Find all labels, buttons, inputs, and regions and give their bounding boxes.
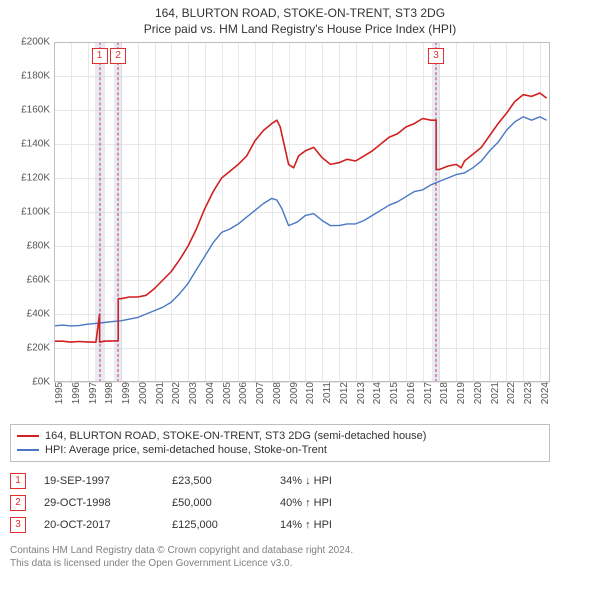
legend-row: HPI: Average price, semi-detached house,…	[17, 443, 543, 457]
event-row-date: 19-SEP-1997	[44, 475, 154, 487]
x-tick-label: 1999	[117, 382, 132, 404]
event-row-price: £23,500	[172, 475, 262, 487]
plot-area: £0K£20K£40K£60K£80K£100K£120K£140K£160K£…	[54, 42, 550, 382]
event-row-num: 2	[10, 495, 26, 511]
legend-label: 164, BLURTON ROAD, STOKE-ON-TRENT, ST3 2…	[45, 430, 426, 442]
event-row: 2 29-OCT-1998 £50,000 40% ↑ HPI	[10, 492, 550, 514]
event-row-date: 20-OCT-2017	[44, 519, 154, 531]
event-row-hpi: 40% ↑ HPI	[280, 497, 332, 509]
x-tick-label: 2004	[201, 382, 216, 404]
y-tick-label: £140K	[21, 139, 54, 150]
legend: 164, BLURTON ROAD, STOKE-ON-TRENT, ST3 2…	[10, 424, 550, 462]
legend-row: 164, BLURTON ROAD, STOKE-ON-TRENT, ST3 2…	[17, 429, 543, 443]
x-tick-label: 2001	[151, 382, 166, 404]
x-tick-label: 2019	[452, 382, 467, 404]
x-tick-label: 2000	[134, 382, 149, 404]
event-row-hpi: 34% ↓ HPI	[280, 475, 332, 487]
event-row-price: £50,000	[172, 497, 262, 509]
y-tick-label: £200K	[21, 37, 54, 48]
y-tick-label: £120K	[21, 173, 54, 184]
legend-label: HPI: Average price, semi-detached house,…	[45, 444, 327, 456]
footer: Contains HM Land Registry data © Crown c…	[10, 544, 590, 570]
event-row-num: 1	[10, 473, 26, 489]
x-tick-label: 2009	[285, 382, 300, 404]
x-tick-label: 2011	[318, 382, 333, 404]
x-tick-label: 2023	[519, 382, 534, 404]
x-tick-label: 2002	[167, 382, 182, 404]
y-tick-label: £100K	[21, 207, 54, 218]
y-tick-label: £60K	[27, 275, 54, 286]
x-tick-label: 2020	[469, 382, 484, 404]
event-row-price: £125,000	[172, 519, 262, 531]
y-tick-label: £160K	[21, 105, 54, 116]
y-tick-label: £20K	[27, 343, 54, 354]
event-row: 3 20-OCT-2017 £125,000 14% ↑ HPI	[10, 514, 550, 536]
x-tick-label: 2016	[402, 382, 417, 404]
x-tick-label: 2007	[251, 382, 266, 404]
title-sub: Price paid vs. HM Land Registry's House …	[10, 22, 590, 36]
legend-swatch	[17, 449, 39, 451]
y-tick-label: £80K	[27, 241, 54, 252]
x-tick-label: 2006	[234, 382, 249, 404]
title-main: 164, BLURTON ROAD, STOKE-ON-TRENT, ST3 2…	[10, 6, 590, 20]
footer-line-2: This data is licensed under the Open Gov…	[10, 557, 590, 570]
x-tick-label: 1995	[50, 382, 65, 404]
x-tick-label: 2018	[435, 382, 450, 404]
chart: £0K£20K£40K£60K£80K£100K£120K£140K£160K£…	[10, 42, 550, 382]
legend-swatch	[17, 435, 39, 437]
y-tick-label: £40K	[27, 309, 54, 320]
footer-line-1: Contains HM Land Registry data © Crown c…	[10, 544, 590, 557]
x-tick-label: 2017	[419, 382, 434, 404]
x-tick-label: 2021	[486, 382, 501, 404]
x-tick-label: 2024	[536, 382, 551, 404]
x-tick-label: 1996	[67, 382, 82, 404]
x-tick-label: 2022	[502, 382, 517, 404]
x-tick-label: 2013	[352, 382, 367, 404]
x-tick-label: 2012	[335, 382, 350, 404]
x-tick-label: 2003	[184, 382, 199, 404]
figure: 164, BLURTON ROAD, STOKE-ON-TRENT, ST3 2…	[0, 0, 600, 590]
x-tick-label: 2015	[385, 382, 400, 404]
plot-border	[54, 42, 550, 382]
events-table: 1 19-SEP-1997 £23,500 34% ↓ HPI 2 29-OCT-1998…	[10, 470, 550, 536]
event-row-date: 29-OCT-1998	[44, 497, 154, 509]
x-tick-label: 2014	[368, 382, 383, 404]
event-row-num: 3	[10, 517, 26, 533]
event-row: 1 19-SEP-1997 £23,500 34% ↓ HPI	[10, 470, 550, 492]
event-row-hpi: 14% ↑ HPI	[280, 519, 332, 531]
x-tick-label: 1997	[84, 382, 99, 404]
x-tick-label: 2005	[218, 382, 233, 404]
y-tick-label: £180K	[21, 71, 54, 82]
x-tick-label: 1998	[100, 382, 115, 404]
x-tick-label: 2010	[301, 382, 316, 404]
titles: 164, BLURTON ROAD, STOKE-ON-TRENT, ST3 2…	[10, 6, 590, 36]
x-tick-label: 2008	[268, 382, 283, 404]
